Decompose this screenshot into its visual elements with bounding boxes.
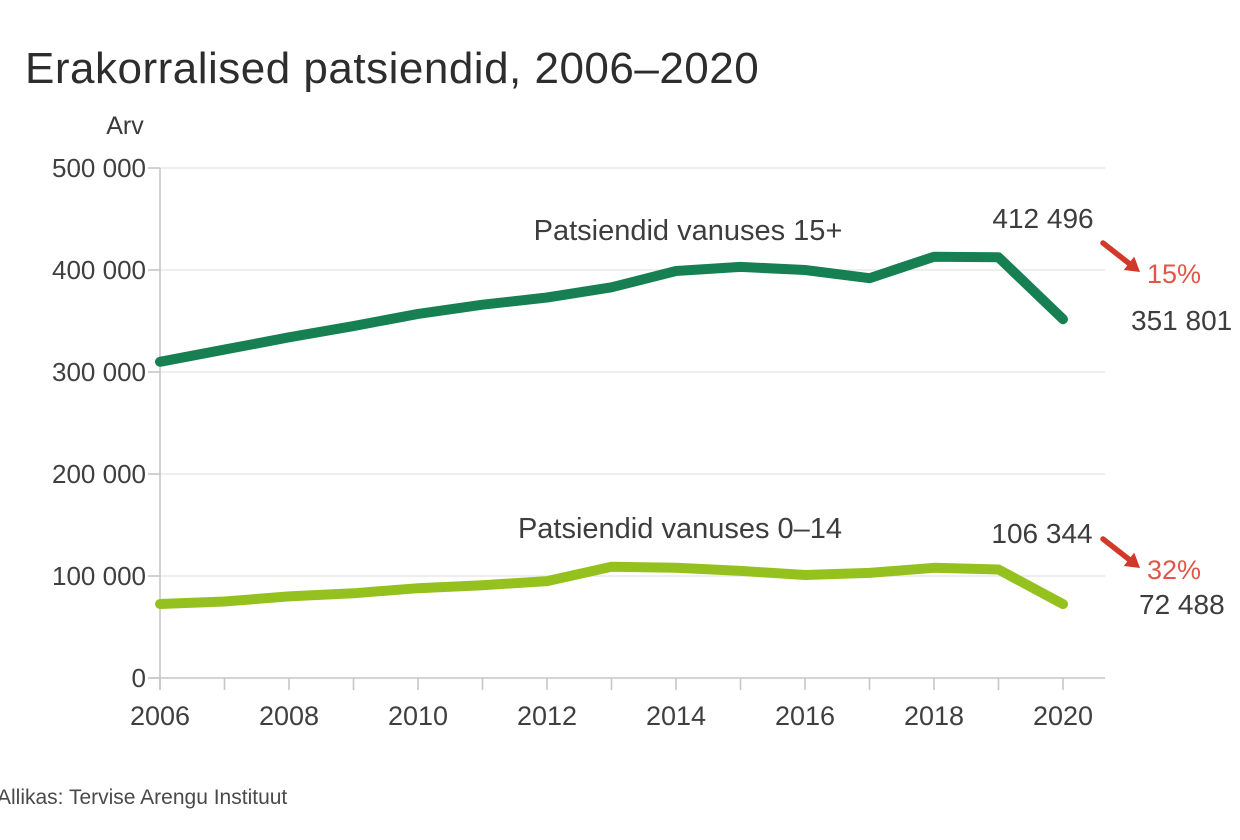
annotation-end-value-0-14: 72 488 (1139, 589, 1225, 620)
decline-pct-label-15plus: 15% (1147, 259, 1202, 289)
x-tick-label: 2008 (258, 701, 320, 731)
y-tick-label: 100 000 (52, 561, 146, 591)
series-label-age-0-14: Patsiendid vanuses 0–14 (517, 513, 843, 545)
series-label-age-15plus: Patsiendid vanuses 15+ (533, 215, 843, 247)
x-tick-label: 2010 (387, 701, 449, 731)
y-tick-label: 400 000 (52, 255, 146, 285)
x-tick-label: 2020 (1032, 701, 1094, 731)
decline-arrow-0-14-head (1123, 552, 1140, 568)
y-axis-title: Arv (106, 112, 144, 140)
decline-pct-label-0-14: 32% (1147, 555, 1202, 585)
annotation-end-value-15plus: 351 801 (1131, 305, 1233, 336)
series-line-age-15plus (155, 251, 1068, 367)
x-tick-label: 2012 (516, 701, 578, 731)
series-line-age-0-14 (155, 561, 1068, 610)
y-tick-label: 0 (131, 663, 146, 693)
x-tick-label: 2016 (774, 701, 836, 731)
decline-arrow-0-14 (1100, 536, 1135, 564)
annotation-peak-value-0-14: 106 344 (991, 518, 1093, 549)
source-note: Allikas: Tervise Arengu Instituut (0, 786, 288, 809)
decline-arrow-15plus-head (1123, 256, 1140, 272)
chart-title: Erakorralised patsiendid, 2006–2020 (25, 44, 760, 93)
x-tick-label: 2006 (129, 701, 191, 731)
y-tick-label: 500 000 (52, 153, 146, 183)
x-tick-label: 2014 (645, 701, 707, 731)
x-tick-label: 2018 (903, 701, 965, 731)
annotation-peak-value-15plus: 412 496 (992, 203, 1094, 234)
y-tick-label: 200 000 (52, 459, 146, 489)
y-tick-label: 300 000 (52, 357, 146, 387)
decline-arrow-15plus (1100, 240, 1135, 268)
